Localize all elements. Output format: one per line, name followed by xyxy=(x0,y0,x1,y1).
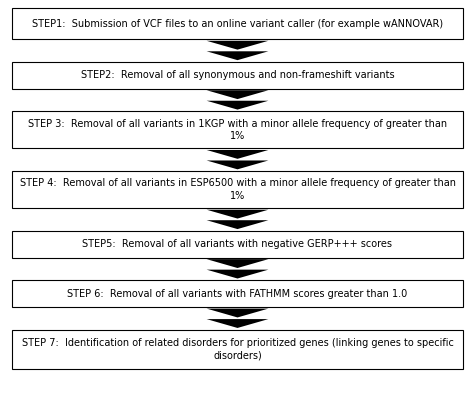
Text: STEP1:  Submission of VCF files to an online variant caller (for example wANNOVA: STEP1: Submission of VCF files to an onl… xyxy=(32,19,443,29)
Polygon shape xyxy=(207,210,268,219)
Text: STEP2:  Removal of all synonymous and non-frameshift variants: STEP2: Removal of all synonymous and non… xyxy=(81,70,394,80)
Polygon shape xyxy=(207,150,268,159)
Polygon shape xyxy=(207,41,268,50)
Bar xyxy=(12,330,463,369)
Bar xyxy=(12,280,463,307)
Bar xyxy=(12,171,463,208)
Polygon shape xyxy=(207,90,268,99)
Polygon shape xyxy=(207,319,268,328)
Polygon shape xyxy=(207,101,268,110)
Bar xyxy=(12,231,463,258)
Polygon shape xyxy=(207,259,268,268)
Polygon shape xyxy=(207,309,268,318)
Polygon shape xyxy=(207,220,268,229)
Polygon shape xyxy=(207,270,268,279)
Text: STEP 7:  Identification of related disorders for prioritized genes (linking gene: STEP 7: Identification of related disord… xyxy=(21,338,454,360)
Polygon shape xyxy=(207,52,268,60)
Text: STEP 6:  Removal of all variants with FATHMM scores greater than 1.0: STEP 6: Removal of all variants with FAT… xyxy=(67,288,408,299)
Polygon shape xyxy=(207,161,268,169)
Bar xyxy=(12,111,463,148)
Text: STEP5:  Removal of all variants with negative GERP+++ scores: STEP5: Removal of all variants with nega… xyxy=(83,239,392,249)
Bar xyxy=(12,62,463,89)
Text: STEP 3:  Removal of all variants in 1KGP with a minor allele frequency of greate: STEP 3: Removal of all variants in 1KGP … xyxy=(28,119,447,141)
Bar xyxy=(12,8,463,39)
Text: STEP 4:  Removal of all variants in ESP6500 with a minor allele frequency of gre: STEP 4: Removal of all variants in ESP65… xyxy=(19,178,456,201)
